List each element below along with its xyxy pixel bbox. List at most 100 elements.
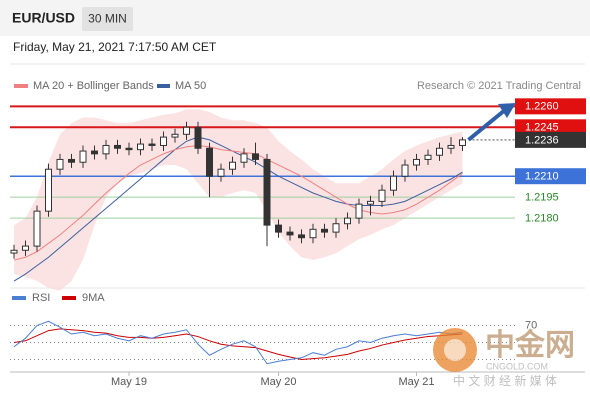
candle-body (459, 139, 466, 146)
ma20-line (13, 144, 463, 261)
candle-body (321, 228, 328, 233)
candle-body (10, 249, 18, 254)
candle-body (401, 164, 409, 177)
legend-9ma: 9MA (82, 292, 105, 304)
candle (413, 153, 420, 171)
candle-body (33, 210, 41, 247)
candle-body (56, 158, 64, 170)
candle (447, 137, 455, 154)
candle-body (240, 153, 248, 163)
ma50-line (13, 136, 463, 282)
candle-body (91, 150, 98, 155)
rsi-ma-line (13, 328, 463, 361)
candle (217, 163, 225, 182)
candle-body (390, 175, 397, 191)
x-tick-label: May 20 (260, 376, 296, 388)
candle (160, 131, 167, 152)
candle-body (252, 153, 259, 160)
level-box (515, 131, 586, 148)
level-box (515, 119, 586, 136)
candle-body (229, 161, 236, 170)
candle-body (217, 168, 225, 177)
candle (114, 139, 121, 154)
candle (68, 153, 75, 168)
candle-body (275, 224, 282, 233)
legend-ma20: MA 20 + Bollinger Bands (33, 80, 154, 92)
candle (148, 138, 156, 152)
candle-body (137, 143, 144, 151)
level-box (515, 168, 586, 185)
watermark-logo: 中金网 (485, 328, 575, 362)
candle (459, 137, 466, 152)
candle (125, 142, 133, 156)
bollinger-band (14, 109, 463, 291)
level-box (515, 98, 586, 115)
candle (45, 163, 52, 217)
rsi-line (13, 320, 463, 365)
candle (424, 149, 432, 166)
candle-body (263, 158, 271, 226)
candle (183, 121, 190, 140)
candle-body (206, 147, 213, 177)
candle (275, 219, 282, 238)
legend-rsi: RSI (32, 292, 50, 304)
candle (344, 212, 351, 230)
candle-body (148, 143, 156, 146)
candle (286, 226, 294, 241)
candle (263, 153, 271, 247)
candle (252, 142, 259, 166)
candle (436, 142, 443, 161)
candle (321, 223, 328, 238)
candle-body (114, 144, 121, 149)
rsi-tick-label: 70 (525, 319, 537, 331)
level-label: 1.2195 (525, 192, 559, 204)
datetime: Friday, May 21, 2021 7:17:50 AM CET (13, 40, 217, 54)
candle (298, 229, 305, 244)
candle-body (298, 234, 305, 239)
forecast-arrowhead (498, 103, 516, 118)
candle-body (68, 158, 75, 163)
candle (91, 145, 98, 160)
watermark-slogan: 中 文 财 经 新 媒 体 (453, 373, 557, 388)
watermark: 中金网 CNGOLD.COM 中 文 财 经 新 媒 体 (433, 328, 575, 388)
timeframe[interactable]: 30 MIN (88, 12, 127, 26)
watermark-logo-inner (444, 339, 466, 361)
candle-body (332, 223, 340, 233)
timeframe-box[interactable] (82, 7, 133, 31)
candle-body (160, 136, 167, 146)
candle-body (447, 144, 455, 149)
candle-body (367, 200, 374, 205)
legend-ma50: MA 50 (175, 80, 206, 92)
candle (378, 184, 386, 207)
candle-body (171, 133, 179, 138)
forecast-arrow (467, 108, 507, 142)
x-tick-label: May 19 (111, 376, 147, 388)
candle (56, 153, 64, 175)
candle (194, 121, 202, 154)
candle-body (183, 126, 190, 135)
level-label: 1.2236 (525, 134, 559, 146)
candle-body (378, 189, 386, 202)
level-label: 1.2245 (525, 122, 559, 134)
candle (332, 218, 340, 238)
candle-body (79, 150, 87, 163)
candle-body (125, 147, 133, 151)
candle-body (45, 168, 52, 212)
candle (355, 198, 363, 224)
candle-body (102, 144, 110, 155)
candle (229, 156, 236, 175)
level-label: 1.2260 (525, 101, 559, 113)
candle-body (194, 126, 202, 149)
symbol: EUR/USD (12, 10, 75, 26)
candle (401, 159, 409, 182)
candle (367, 195, 374, 216)
candle (10, 244, 18, 259)
candle-body (436, 147, 443, 156)
candle (171, 128, 179, 143)
candle (390, 170, 397, 196)
candle (33, 205, 41, 252)
candle (79, 145, 87, 168)
